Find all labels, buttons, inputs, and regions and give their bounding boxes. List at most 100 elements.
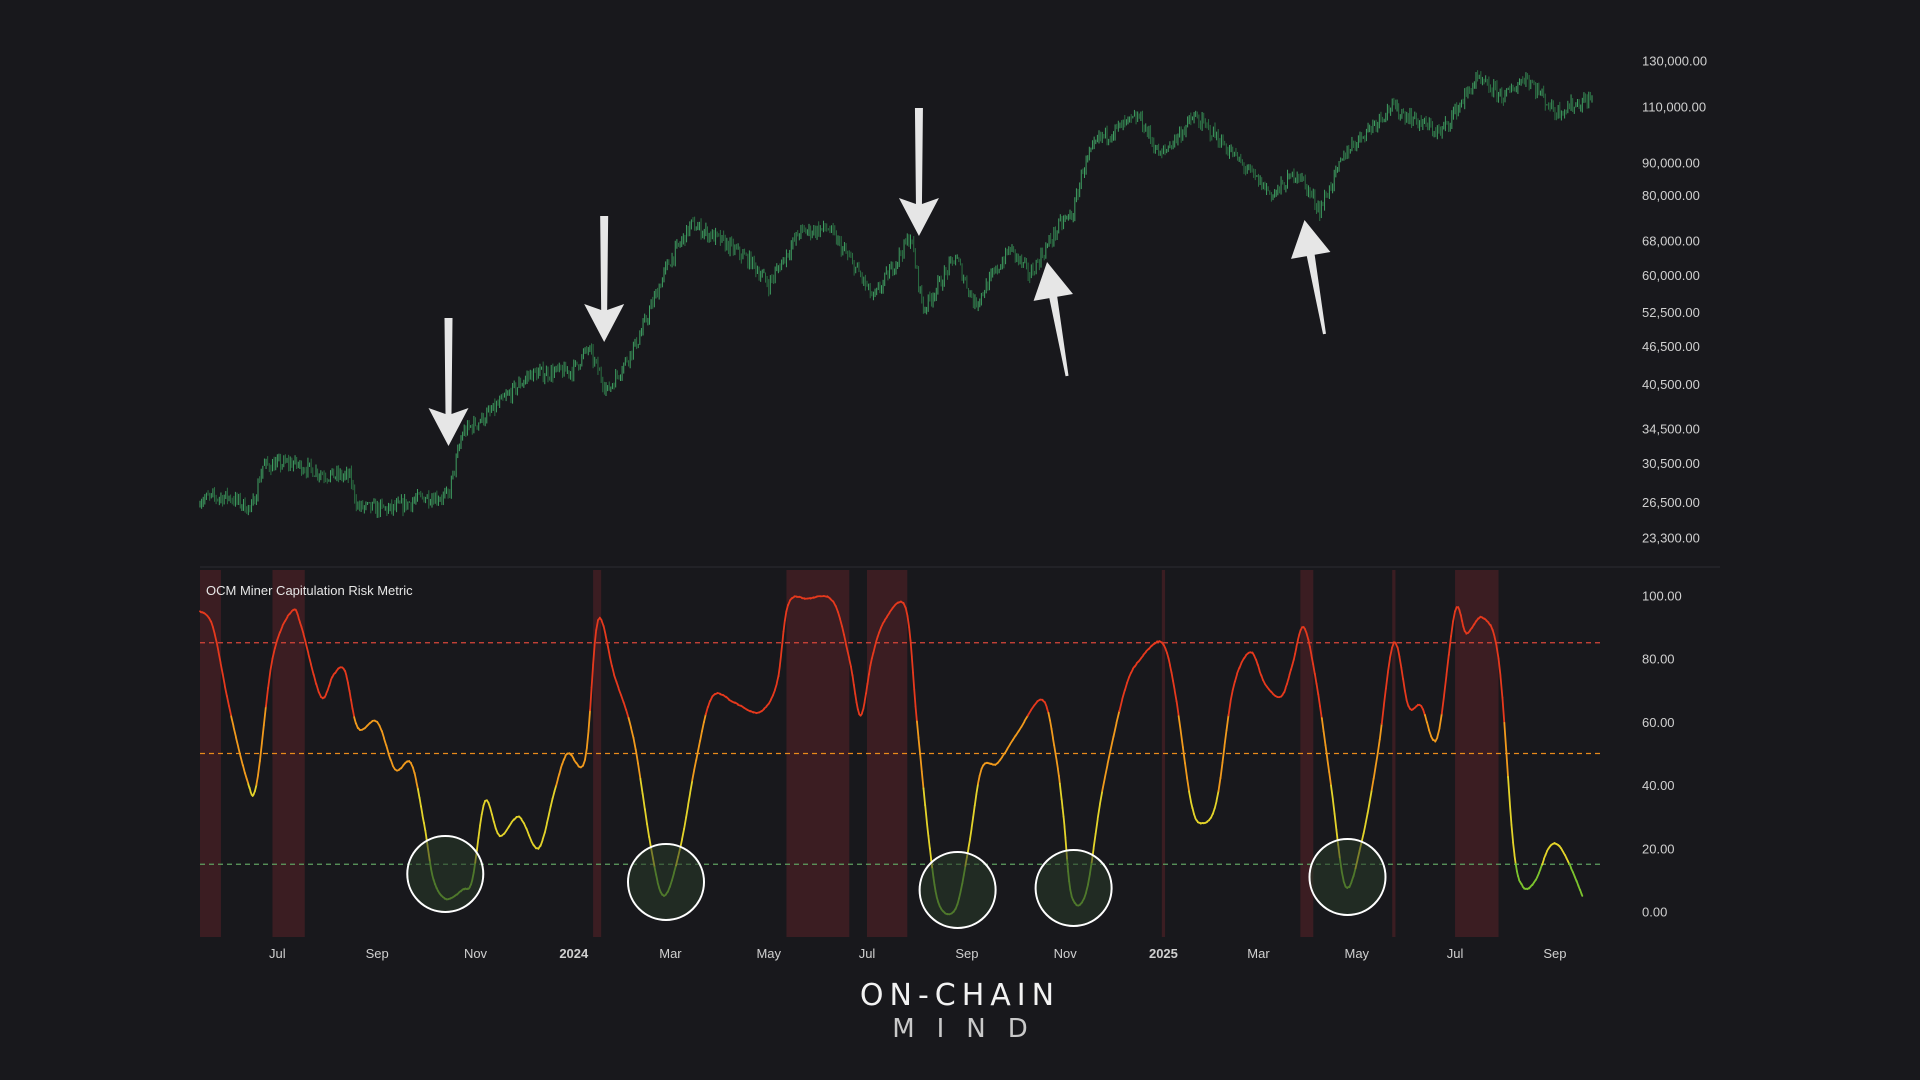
metric-segment bbox=[977, 774, 981, 785]
metric-segment bbox=[562, 755, 567, 761]
metric-segment bbox=[477, 824, 481, 839]
metric-segment bbox=[1058, 782, 1062, 793]
metric-segment bbox=[1221, 745, 1226, 764]
metric-segment bbox=[1256, 663, 1261, 672]
metric-segment bbox=[1295, 639, 1299, 648]
metric-segment bbox=[551, 790, 556, 800]
metric-segment bbox=[855, 701, 859, 711]
x-tick-label: Sep bbox=[366, 946, 389, 961]
metric-segment bbox=[215, 641, 220, 654]
metric-segment bbox=[1544, 850, 1548, 856]
metric-segment bbox=[219, 662, 224, 675]
metric-segment bbox=[909, 639, 913, 658]
metric-segment bbox=[300, 626, 305, 635]
metric-segment bbox=[641, 792, 646, 811]
metric-segment bbox=[1047, 712, 1051, 722]
metric-segment bbox=[1499, 675, 1504, 699]
metric-segment bbox=[539, 839, 544, 847]
metric-segment bbox=[1053, 744, 1057, 755]
metric-segment bbox=[852, 683, 857, 696]
x-tick-label: Nov bbox=[1054, 946, 1078, 961]
metric-segment bbox=[1112, 722, 1118, 738]
metric-segment bbox=[865, 682, 869, 695]
price-y-tick: 90,000.00 bbox=[1642, 155, 1700, 170]
x-tick-label: Jul bbox=[1447, 946, 1464, 961]
metric-segment bbox=[260, 724, 265, 745]
metric-segment bbox=[1307, 638, 1311, 648]
metric-segment bbox=[423, 821, 427, 832]
metric-segment bbox=[760, 708, 765, 713]
metric-segment bbox=[912, 672, 916, 691]
metric-segment bbox=[1326, 758, 1331, 774]
metric-segment bbox=[492, 820, 497, 830]
metric-segment bbox=[691, 769, 696, 782]
metric-segment bbox=[479, 813, 483, 827]
metric-segment bbox=[1538, 867, 1542, 874]
metric-segment bbox=[883, 616, 888, 621]
metric-segment bbox=[1310, 654, 1315, 666]
metric-segment bbox=[310, 663, 315, 676]
metric-segment bbox=[1060, 798, 1064, 809]
metric-segment bbox=[1370, 777, 1375, 791]
metric-segment bbox=[973, 793, 978, 807]
metric-segment bbox=[866, 673, 870, 685]
x-tick-label: Mar bbox=[1247, 946, 1270, 961]
metric-segment bbox=[344, 669, 348, 677]
metric-segment bbox=[1398, 655, 1403, 669]
metric-segment bbox=[1169, 664, 1173, 674]
price-y-tick: 110,000.00 bbox=[1642, 100, 1706, 115]
metric-segment bbox=[385, 744, 390, 754]
metric-segment bbox=[1503, 721, 1508, 752]
metric-segment bbox=[608, 655, 613, 667]
metric-segment bbox=[1191, 807, 1195, 815]
brand-logo-top: ON-CHAIN bbox=[859, 978, 1061, 1013]
metric-segment bbox=[527, 834, 533, 842]
metric-segment bbox=[1450, 620, 1455, 638]
metric-segment bbox=[584, 747, 588, 761]
metric-segment bbox=[1366, 801, 1371, 815]
metric-segment bbox=[1495, 645, 1500, 660]
metric-segment bbox=[1333, 813, 1338, 831]
metric-segment bbox=[585, 729, 590, 749]
metric-segment bbox=[489, 807, 493, 816]
capitulation-circle bbox=[1308, 838, 1387, 916]
metric-segment bbox=[589, 686, 593, 712]
metric-segment bbox=[491, 813, 495, 823]
metric-segment bbox=[1050, 727, 1054, 739]
metric-segment bbox=[767, 699, 772, 705]
metric-segment bbox=[733, 701, 739, 706]
metric-segment bbox=[1115, 709, 1121, 724]
metric-segment bbox=[1438, 712, 1443, 729]
x-tick-label: Jul bbox=[859, 946, 876, 961]
metric-segment bbox=[1064, 836, 1068, 850]
metric-segment bbox=[1186, 777, 1190, 792]
metric-segment bbox=[262, 705, 267, 727]
metric-segment bbox=[269, 657, 274, 673]
metric-segment bbox=[850, 665, 854, 677]
metric-segment bbox=[302, 633, 307, 644]
metric-segment bbox=[592, 644, 596, 666]
metric-segment bbox=[851, 674, 855, 686]
metric-segment bbox=[848, 658, 852, 668]
high-risk-band bbox=[1300, 570, 1314, 937]
metric-segment bbox=[689, 780, 694, 794]
metric-segment bbox=[475, 836, 480, 852]
metric-segment bbox=[211, 626, 216, 635]
metric-segment bbox=[1026, 709, 1032, 717]
metric-segment bbox=[634, 748, 639, 765]
metric-segment bbox=[841, 625, 845, 636]
metric-segment bbox=[1118, 698, 1124, 712]
metric-segment bbox=[922, 787, 927, 807]
metric-segment bbox=[1227, 700, 1232, 717]
metric-segment bbox=[1434, 736, 1439, 743]
metric-segment bbox=[1225, 713, 1230, 732]
metric-segment bbox=[834, 604, 839, 613]
metric-segment bbox=[1130, 668, 1134, 674]
metric-segment bbox=[1181, 746, 1186, 765]
metric-segment bbox=[1292, 652, 1297, 661]
metric-segment bbox=[1387, 657, 1391, 674]
metric-segment bbox=[604, 634, 609, 646]
metric-segment bbox=[1362, 822, 1367, 835]
metric-segment bbox=[904, 606, 909, 617]
metric-segment bbox=[1396, 646, 1401, 658]
